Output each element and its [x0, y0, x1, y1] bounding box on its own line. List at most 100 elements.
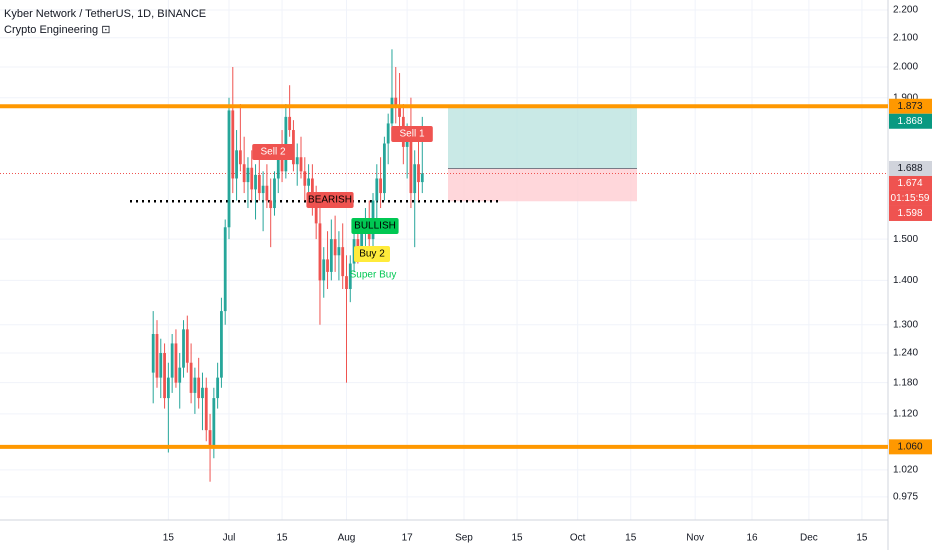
- y-tick-label: 1.300: [893, 319, 918, 330]
- candle-body: [178, 367, 182, 383]
- candle-body: [208, 430, 212, 447]
- candle-body: [413, 164, 417, 194]
- loss-zone: [448, 168, 637, 202]
- y-tick-label: 1.020: [893, 464, 918, 475]
- price-label-bg: [889, 190, 932, 206]
- candle-body: [356, 239, 360, 252]
- candle-body: [398, 107, 401, 117]
- x-tick-label: Jul: [223, 533, 236, 544]
- candle-body: [409, 133, 413, 194]
- candle-body: [307, 178, 310, 186]
- candle-body: [197, 377, 201, 399]
- signal-label: Sell 2: [260, 147, 285, 158]
- candle-body: [185, 329, 189, 363]
- candle-body: [159, 353, 163, 378]
- candle-body: [231, 110, 235, 179]
- y-tick-label: 1.500: [893, 234, 918, 245]
- indicator-name: Crypto Engineering ⊡: [4, 24, 110, 36]
- x-tick-label: Aug: [338, 533, 356, 544]
- candle-body: [382, 143, 386, 194]
- x-tick-label: 15: [625, 533, 637, 544]
- y-tick-label: 0.975: [893, 491, 918, 502]
- candle-body: [238, 150, 242, 165]
- candle-body: [303, 171, 307, 186]
- y-tick-label: 1.900: [893, 92, 918, 103]
- candle-body: [250, 167, 254, 190]
- signal-badge: [306, 192, 354, 208]
- candle-body: [360, 231, 364, 252]
- profit-zone: [448, 107, 637, 169]
- x-tick-label: 16: [746, 533, 758, 544]
- chart-title: Kyber Network / TetherUS, 1D, BINANCE: [4, 8, 206, 20]
- candle-body: [420, 173, 424, 183]
- candle-body: [314, 200, 318, 224]
- y-tick-label: 1.180: [893, 377, 918, 388]
- candle-body: [386, 123, 390, 144]
- candle-body: [254, 174, 257, 190]
- signal-badge: [252, 144, 294, 160]
- signal-label: BULLISH: [354, 221, 396, 232]
- candle-body: [223, 227, 227, 312]
- price-label-bg: [889, 175, 932, 191]
- signal-badge: [351, 218, 399, 234]
- candle-body: [155, 334, 159, 378]
- candle-body: [318, 223, 322, 281]
- candle-body: [166, 377, 170, 399]
- candle-body: [322, 259, 326, 281]
- x-tick-label: 15: [163, 533, 175, 544]
- candle-body: [151, 334, 155, 373]
- price-label-bg: [889, 439, 932, 455]
- candle-body: [333, 239, 337, 256]
- price-label: 1.873: [897, 101, 922, 112]
- candle-body: [189, 362, 193, 393]
- candle-body: [242, 164, 246, 183]
- candle-body: [299, 157, 303, 172]
- candle-body: [390, 97, 394, 124]
- signal-label: Buy 2: [359, 249, 385, 260]
- price-label-bg: [889, 205, 932, 221]
- candle-body: [212, 398, 216, 447]
- price-label-bg: [889, 98, 932, 114]
- candle-body: [394, 97, 398, 108]
- candle-body: [295, 157, 299, 165]
- signal-label: Sell 1: [399, 129, 424, 140]
- candle-body: [341, 247, 345, 277]
- x-tick-label: 17: [402, 533, 414, 544]
- y-tick-label: 2.100: [893, 32, 918, 43]
- x-tick-label: 15: [856, 533, 868, 544]
- candle-body: [163, 353, 166, 399]
- y-tick-label: 2.200: [893, 5, 918, 16]
- x-tick-label: Oct: [570, 533, 586, 544]
- x-tick-label: Nov: [686, 533, 704, 544]
- candle-body: [375, 178, 379, 201]
- candle-body: [201, 387, 204, 399]
- candle-body: [269, 200, 273, 209]
- candle-body: [193, 377, 197, 393]
- price-label: 01:15:59: [891, 193, 930, 204]
- candle-body: [220, 311, 223, 378]
- price-label-bg: [889, 160, 932, 176]
- candle-body: [182, 329, 185, 368]
- candle-body: [310, 178, 314, 201]
- signal-badge: [354, 246, 390, 262]
- candle-body: [337, 247, 341, 256]
- price-label: 1.598: [897, 208, 922, 219]
- y-tick-label: 2.000: [893, 62, 918, 73]
- candle-body: [276, 157, 280, 179]
- candle-body: [280, 157, 284, 172]
- signal-badge: [391, 126, 433, 142]
- price-label: 1.868: [897, 116, 922, 127]
- price-label: 1.060: [897, 441, 922, 452]
- x-tick-label: 15: [276, 533, 288, 544]
- y-tick-label: 1.120: [893, 409, 918, 420]
- candle-body: [246, 167, 250, 183]
- x-tick-label: Sep: [455, 533, 473, 544]
- candle-body: [261, 185, 265, 194]
- candle-body: [326, 259, 329, 272]
- candle-body: [379, 178, 382, 194]
- price-label-bg: [889, 113, 932, 129]
- candle-body: [329, 239, 333, 272]
- candle-body: [348, 263, 352, 290]
